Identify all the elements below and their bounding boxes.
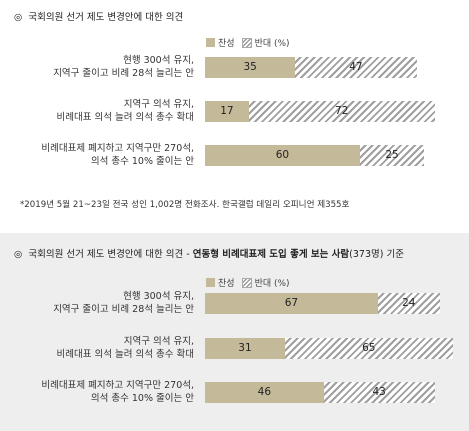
data-label: 43 xyxy=(372,386,386,398)
category-label-line: 의석 총수 10% 줄이는 안 xyxy=(90,393,194,404)
bar-against xyxy=(377,293,440,314)
category-label-line: 현행 300석 유지, xyxy=(123,291,194,302)
category-label: 지역구 의석 유지, 비례대표 의석 늘려 의석 총수 확대 xyxy=(0,335,194,361)
category-label-line: 지역구 줄이고 비례 28석 늘리는 안 xyxy=(53,68,194,79)
data-label: 24 xyxy=(402,297,416,309)
title-bullet-icon: ◎ xyxy=(14,249,23,260)
data-label: 35 xyxy=(243,61,257,73)
panel-divider xyxy=(0,228,469,233)
category-label-line: 지역구 의석 유지, xyxy=(123,336,194,347)
bar-for xyxy=(205,293,378,314)
data-label: 17 xyxy=(220,105,234,117)
chart-title: ◎ 국회의원 선거 제도 변경안에 대한 의견 - 연동형 비례대표제 도입 좋… xyxy=(14,246,404,260)
category-label-line: 지역구 의석 유지, xyxy=(123,99,194,110)
title-bullet-icon: ◎ xyxy=(14,12,23,23)
bar-against xyxy=(359,145,425,166)
legend-for-label: 찬성 xyxy=(218,279,235,289)
title-text: 국회의원 선거 제도 변경안에 대한 의견 xyxy=(28,12,184,23)
legend-against-label: 반대 (%) xyxy=(254,279,290,289)
legend: 찬성 반대 (%) xyxy=(206,276,290,289)
legend-against-swatch xyxy=(241,277,252,288)
legend-for-label: 찬성 xyxy=(218,39,235,49)
legend-for-swatch xyxy=(206,38,215,47)
title-tail-text: (373명) 기준 xyxy=(349,249,404,260)
legend-for-swatch xyxy=(206,278,215,287)
data-label: 72 xyxy=(335,105,349,117)
data-label: 25 xyxy=(385,149,399,161)
chart-title: ◎ 국회의원 선거 제도 변경안에 대한 의견 xyxy=(14,9,183,23)
bar-for xyxy=(205,101,249,122)
title-bold-text: 연동형 비례대표제 도입 좋게 보는 사람 xyxy=(192,249,350,260)
bar-against xyxy=(295,57,417,78)
bar-for xyxy=(205,57,296,78)
data-label: 31 xyxy=(238,342,252,354)
category-label-line: 비례대표제 폐지하고 지역구만 270석, xyxy=(41,380,194,391)
category-label-line: 비례대표제 폐지하고 지역구만 270석, xyxy=(41,143,194,154)
legend-against-label: 반대 (%) xyxy=(254,39,290,49)
data-label: 65 xyxy=(362,342,376,354)
data-label: 60 xyxy=(275,149,290,161)
category-label: 지역구 의석 유지, 비례대표 의석 늘려 의석 총수 확대 xyxy=(0,98,194,124)
category-label-line: 의석 총수 10% 줄이는 안 xyxy=(90,156,194,167)
bar-for xyxy=(205,382,324,403)
category-label: 비례대표제 폐지하고 지역구만 270석, 의석 총수 10% 줄이는 안 xyxy=(0,379,194,405)
category-label: 현행 300석 유지, 지역구 줄이고 비례 28석 늘리는 안 xyxy=(0,54,194,80)
bar-for xyxy=(205,338,285,359)
chart-panel-2: ◎ 국회의원 선거 제도 변경안에 대한 의견 - 연동형 비례대표제 도입 좋… xyxy=(0,233,469,431)
bar-against xyxy=(284,338,453,359)
legend-against-swatch xyxy=(241,37,252,48)
category-label: 현행 300석 유지, 지역구 줄이고 비례 28석 늘리는 안 xyxy=(0,290,194,316)
data-label: 47 xyxy=(349,61,363,73)
category-label: 비례대표제 폐지하고 지역구만 270석, 의석 총수 10% 줄이는 안 xyxy=(0,142,194,168)
data-label: 67 xyxy=(284,297,299,309)
legend: 찬성 반대 (%) xyxy=(206,36,290,49)
data-label: 46 xyxy=(257,386,272,398)
category-label-line: 비례대표 의석 늘려 의석 총수 확대 xyxy=(56,349,194,360)
category-label-line: 비례대표 의석 늘려 의석 총수 확대 xyxy=(56,112,194,123)
category-label-line: 현행 300석 유지, xyxy=(123,55,194,66)
title-text: 국회의원 선거 제도 변경안에 대한 의견 - xyxy=(28,249,193,260)
footnote: *2019년 5월 21~23일 전국 성인 1,002명 전화조사. 한국갤럽… xyxy=(20,200,350,210)
bar-for xyxy=(205,145,360,166)
chart-panel-1: ◎ 국회의원 선거 제도 변경안에 대한 의견 찬성 반대 (%) *2019년… xyxy=(0,9,435,210)
bar-against xyxy=(323,382,435,403)
bar-against xyxy=(248,101,435,122)
category-label-line: 지역구 줄이고 비례 28석 늘리는 안 xyxy=(53,304,194,315)
